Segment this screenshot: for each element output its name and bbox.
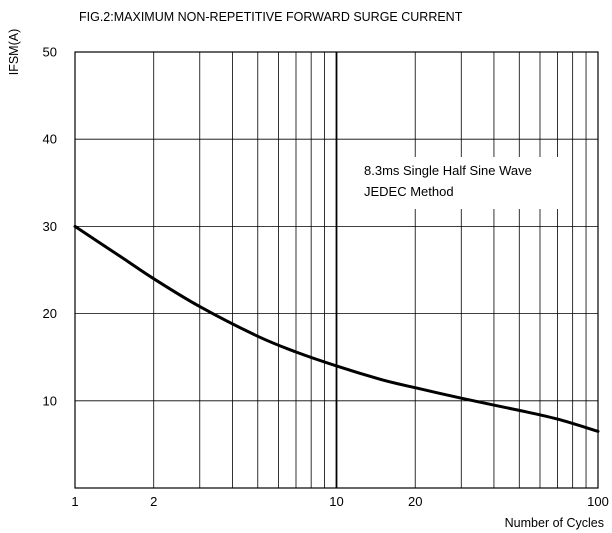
annotation-background <box>357 157 571 209</box>
annotation-line-2: JEDEC Method <box>364 184 454 199</box>
y-axis-label: IFSM(A) <box>7 29 21 76</box>
x-tick-label: 1 <box>71 494 78 509</box>
y-tick-label: 40 <box>43 132 57 147</box>
y-tick-label: 10 <box>43 393 57 408</box>
x-tick-label: 2 <box>150 494 157 509</box>
x-tick-label: 100 <box>587 494 609 509</box>
x-axis-label: Number of Cycles <box>505 516 604 530</box>
y-tick-label: 50 <box>43 45 57 60</box>
series-layer <box>73 224 600 433</box>
chart-title: FIG.2:MAXIMUM NON-REPETITIVE FORWARD SUR… <box>79 10 463 24</box>
grid <box>74 51 599 488</box>
y-tick-label: 30 <box>43 219 57 234</box>
x-tick-label: 20 <box>408 494 422 509</box>
annotation-line-1: 8.3ms Single Half Sine Wave <box>364 163 532 178</box>
series-line-0 <box>73 224 600 433</box>
x-tick-labels: 1 2 10 20 100 <box>71 494 608 509</box>
x-tick-label: 10 <box>329 494 343 509</box>
y-tick-labels: 10 20 30 40 50 <box>43 45 57 409</box>
y-tick-label: 20 <box>43 306 57 321</box>
plot-frame <box>74 51 599 489</box>
